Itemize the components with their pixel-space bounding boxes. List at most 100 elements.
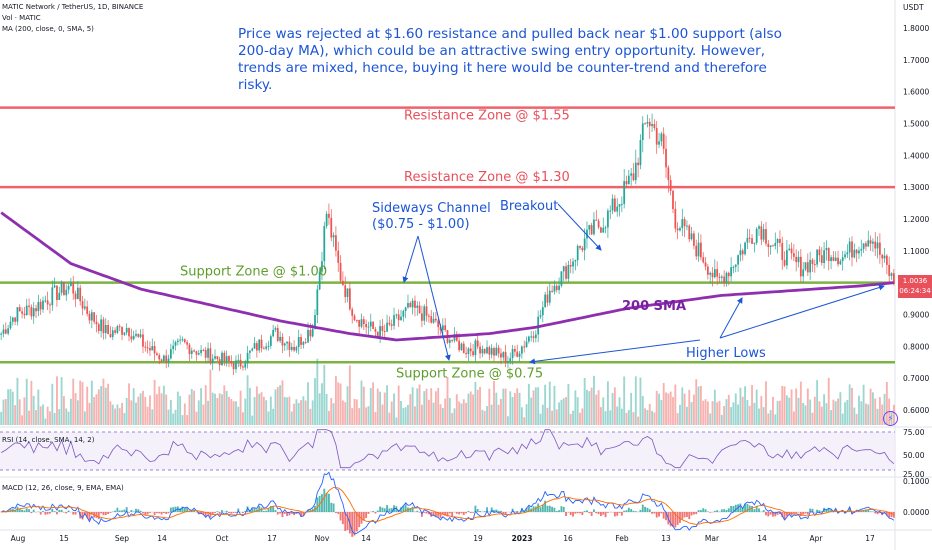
volume-bar: [772, 396, 774, 425]
macd-hist-bar: [262, 510, 265, 512]
volume-bar: [827, 377, 830, 425]
volume-bar: [881, 404, 884, 425]
candle-body: [395, 314, 398, 316]
volume-bar: [374, 411, 377, 425]
candle-body: [588, 225, 591, 230]
resistance-155-label: Resistance Zone @ $1.55: [404, 109, 570, 124]
volume-bar: [279, 385, 282, 425]
time-tick-6: Nov: [315, 534, 330, 543]
volume-bar: [255, 386, 258, 425]
candle-body: [609, 210, 612, 212]
candle-body: [65, 289, 68, 296]
candle-body: [304, 342, 307, 344]
candle-body: [430, 316, 433, 323]
candle-body: [137, 333, 140, 337]
volume-bar: [330, 398, 333, 425]
candle-body: [258, 339, 261, 351]
volume-bar: [423, 391, 426, 425]
time-tick-8: Dec: [413, 534, 428, 543]
macd-hist-bar: [311, 508, 314, 512]
candle-body: [100, 319, 103, 332]
macd-hist-bar: [727, 508, 730, 512]
candle-body: [149, 347, 151, 351]
macd-hist-bar: [653, 512, 656, 514]
volume-bar: [518, 392, 521, 425]
candle-body: [779, 238, 781, 243]
volume-bar: [509, 391, 512, 425]
candle-body: [574, 260, 577, 262]
macd-hist-bar: [390, 508, 393, 512]
macd-hist-bar: [139, 510, 142, 512]
macd-hist-bar: [765, 512, 767, 516]
candle-body: [358, 319, 361, 327]
volume-bar: [111, 404, 114, 425]
candle-body: [507, 361, 509, 363]
volume-bar: [367, 406, 370, 425]
candle-body: [174, 342, 177, 346]
macd-hist-bar: [386, 505, 388, 512]
macd-hist-bar: [586, 510, 588, 512]
time-tick-10: 2023: [512, 534, 533, 543]
volume-bar: [21, 415, 24, 425]
candle-body: [823, 250, 825, 263]
macd-hist-bar: [534, 506, 537, 512]
volume-bar: [871, 392, 874, 425]
macd-hist-bar: [230, 512, 233, 514]
macd-hist-bar: [704, 509, 707, 512]
volume-bar: [704, 399, 707, 425]
candles-group: [0, 113, 895, 376]
macd-hist-bar: [885, 512, 888, 516]
candle-body: [472, 351, 474, 356]
candle-body: [495, 347, 498, 356]
candle-body: [318, 271, 321, 290]
volume-bar: [497, 404, 500, 425]
volume-bar: [537, 387, 540, 425]
candle-body: [32, 308, 35, 317]
macd-hist-bar: [325, 492, 328, 512]
candle-body: [39, 301, 42, 310]
macd-hist-bar: [490, 507, 493, 512]
time-tick-14: Mar: [705, 534, 720, 543]
macd-hist-bar: [42, 511, 44, 512]
volume-bar: [595, 394, 598, 425]
candle-body: [483, 349, 486, 354]
volume-bar: [23, 397, 26, 425]
volume-bar: [146, 406, 149, 425]
macd-hist-bar: [632, 510, 635, 512]
candle-body: [132, 335, 135, 340]
volume-bar: [737, 404, 740, 425]
sma-200-label: 200 SMA: [622, 299, 686, 314]
volume-bar: [204, 385, 207, 425]
macd-hist-bar: [674, 512, 677, 528]
macd-hist-bar: [651, 512, 654, 514]
volume-bar: [651, 410, 654, 425]
volume-bar: [307, 382, 309, 425]
candle-body: [711, 272, 714, 278]
candle-body: [4, 329, 7, 334]
lightning-icon[interactable]: ⚡: [883, 411, 898, 426]
macd-hist-bar: [65, 512, 68, 514]
volume-bar: [885, 381, 888, 425]
candle-body: [872, 241, 874, 244]
arrow-breakout: [557, 203, 602, 251]
macd-hist-bar: [825, 509, 828, 512]
macd-hist-bar: [660, 512, 663, 514]
candle-body: [514, 349, 516, 352]
candle-body: [755, 228, 758, 243]
volume-bar: [590, 387, 593, 425]
candle-body: [390, 324, 393, 326]
macd-hist-bar: [381, 507, 384, 512]
macd-hist-bar: [60, 509, 63, 512]
macd-hist-bar: [202, 512, 205, 515]
candle-body: [86, 306, 89, 314]
price-tick-10: 0.8000: [903, 342, 929, 351]
volume-bar: [311, 400, 314, 425]
candle-body: [11, 317, 14, 322]
volume-bar: [839, 392, 842, 425]
candle-body: [128, 328, 130, 337]
candle-body: [676, 228, 679, 231]
candle-body: [28, 305, 30, 307]
macd-hist-bar: [351, 512, 354, 537]
candle-body: [758, 226, 760, 229]
volume-bar: [62, 396, 65, 425]
